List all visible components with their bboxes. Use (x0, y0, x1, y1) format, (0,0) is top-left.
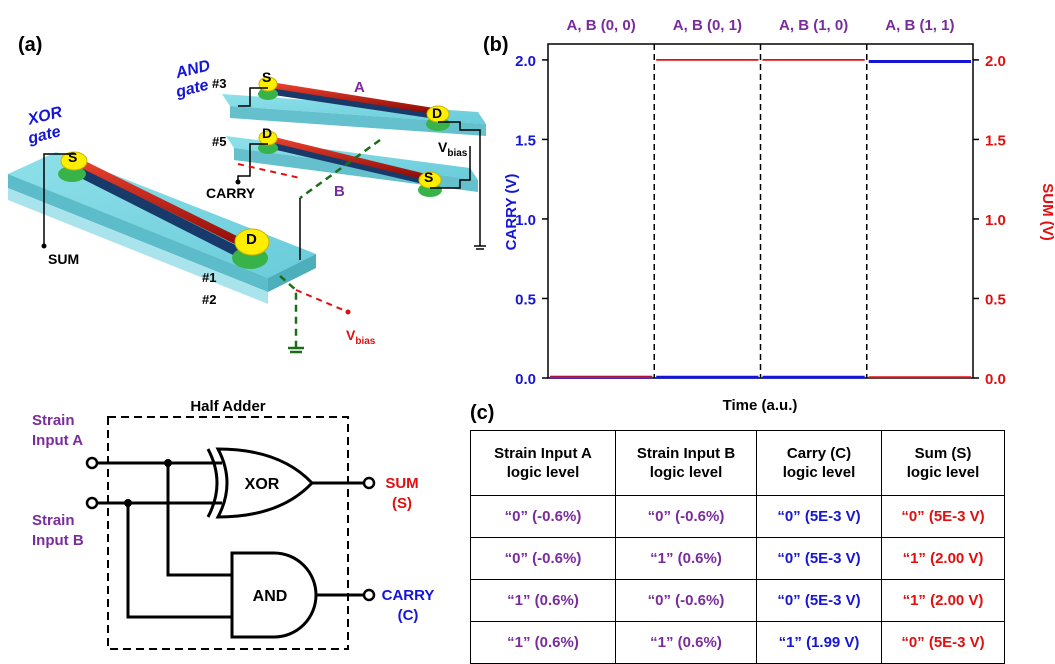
table-row: “1” (0.6%) “1” (0.6%) “1” (1.99 V) “0” (… (470, 621, 1005, 664)
input-b-text-1: Strain (32, 512, 75, 529)
device-1 (8, 151, 316, 304)
sum-terminal (362, 476, 376, 490)
carry-node-label: CARRY (206, 185, 256, 201)
table-row: “0” (-0.6%) “1” (0.6%) “0” (5E-3 V) “1” … (470, 537, 1005, 580)
cell-sum: “1” (2.00 V) (881, 537, 1005, 580)
segment-label: A, B (1, 1) (885, 17, 954, 34)
wiring (43, 87, 481, 260)
source-label-5: S (424, 169, 433, 185)
sum-node-label: SUM (48, 251, 79, 267)
cell-sum: “1” (2.00 V) (881, 579, 1005, 622)
xor-gate-shape (215, 447, 315, 519)
input-a-text-2: Input A (32, 432, 83, 449)
drain-label-3: D (432, 105, 442, 121)
carry-terminal (362, 588, 376, 602)
right-tick-label: 0.5 (985, 291, 1006, 308)
input-b-label: B (334, 183, 345, 200)
x-axis-label: Time (a.u.) (723, 397, 798, 414)
cell-carry: “0” (5E-3 V) (756, 579, 882, 622)
right-tick-label: 0.0 (985, 371, 1006, 388)
drain-label-1: D (246, 231, 257, 248)
right-tick-label: 1.5 (985, 132, 1006, 149)
cell-input-b: “0” (-0.6%) (615, 579, 757, 622)
device-3-number: #3 (212, 76, 226, 91)
table-row: “0” (-0.6%) “0” (-0.6%) “0” (5E-3 V) “0”… (470, 495, 1005, 538)
device-schematic: AND gate XOR gate #3 #5 #1 #2 S D D S S … (8, 57, 486, 354)
cell-carry: “0” (5E-3 V) (756, 495, 882, 538)
sum-output-text-2: (S) (392, 495, 412, 512)
y-axis-right-label: SUM (V) (1039, 183, 1055, 241)
left-tick-label: 2.0 (515, 53, 536, 70)
table-row: “1” (0.6%) “0” (-0.6%) “0” (5E-3 V) “1” … (470, 579, 1005, 622)
device-3 (222, 76, 486, 136)
ground-and (474, 240, 486, 250)
panel-b-label: (b) (483, 34, 509, 56)
source-label-3: S (262, 69, 271, 85)
xor-gate-text: XOR (245, 476, 280, 493)
xor-extra-arc (206, 448, 219, 518)
half-adder-title: Half Adder (190, 398, 265, 415)
panel-c-label: (c) (470, 402, 495, 424)
half-adder-circuit: Half Adder Strain Input A Strain Input B… (32, 398, 435, 650)
input-a-text-1: Strain (32, 412, 75, 429)
and-gate-shape (230, 551, 318, 639)
segment-label: A, B (0, 0) (567, 17, 636, 34)
input-a-terminal (85, 456, 99, 470)
cell-input-a: “0” (-0.6%) (470, 495, 616, 538)
carry-output-text-2: (C) (398, 607, 419, 624)
input-b-terminal (85, 496, 99, 510)
device-5 (226, 130, 478, 197)
cell-input-a: “0” (-0.6%) (470, 537, 616, 580)
left-tick-label: 0.0 (515, 371, 536, 388)
panel-a-label: (a) (18, 34, 43, 56)
device-5-number: #5 (212, 134, 226, 149)
cell-carry: “1” (1.99 V) (756, 621, 882, 664)
vbias-and-label: Vbias (438, 139, 468, 159)
input-b-text-2: Input B (32, 532, 84, 549)
sum-output-text-1: SUM (385, 475, 418, 492)
cell-input-b: “1” (0.6%) (615, 621, 757, 664)
input-b-wire (279, 138, 381, 348)
y-axis-left-label: CARRY (V) (503, 174, 520, 251)
input-a-label: A (354, 79, 365, 96)
right-tick-label: 2.0 (985, 53, 1006, 70)
cell-input-b: “0” (-0.6%) (615, 495, 757, 538)
device-1-number: #1 (202, 270, 216, 285)
left-tick-label: 0.5 (515, 291, 536, 308)
source-label-1: S (68, 149, 77, 165)
cell-input-a: “1” (0.6%) (470, 621, 616, 664)
right-tick-label: 1.0 (985, 212, 1006, 229)
carry-output-text-1: CARRY (382, 587, 435, 604)
drain-label-5: D (262, 125, 272, 141)
segment-label: A, B (0, 1) (673, 17, 742, 34)
header-sum: Sum (S) logic level (881, 430, 1005, 496)
device-2-number: #2 (202, 292, 216, 307)
half-adder-box (107, 416, 349, 650)
vbias-wire (237, 163, 349, 313)
cell-input-b: “1” (0.6%) (615, 537, 757, 580)
carry-sum-chart: 0.0 0.0 0.5 0.5 1.0 1.0 1.5 1.5 2.0 2.0 A, B (0, 0… (503, 17, 1055, 414)
cell-input-a: “1” (0.6%) (470, 579, 616, 622)
segment-label: A, B (1, 0) (779, 17, 848, 34)
cell-sum: “0” (5E-3 V) (881, 621, 1005, 664)
header-carry: Carry (C) logic level (756, 430, 882, 496)
cell-sum: “0” (5E-3 V) (881, 495, 1005, 538)
ground-xor (288, 346, 304, 354)
vbias-xor-label: Vbias (346, 327, 376, 347)
left-tick-label: 1.0 (515, 212, 536, 229)
left-tick-label: 1.5 (515, 132, 536, 149)
cell-carry: “0” (5E-3 V) (756, 537, 882, 580)
and-gate-text: AND (253, 588, 288, 605)
